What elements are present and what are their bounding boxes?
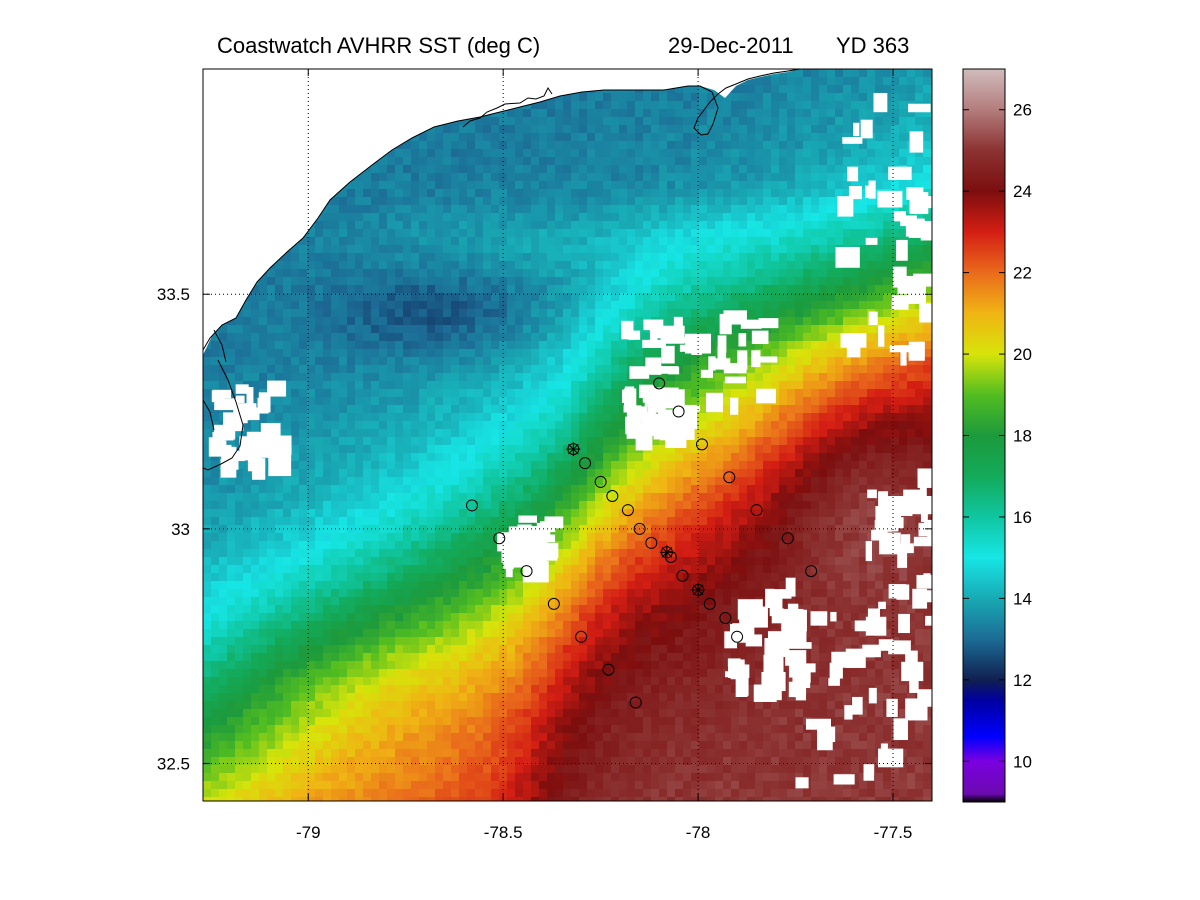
river-outline — [462, 87, 553, 128]
map-frame — [202, 68, 933, 802]
station-marker — [805, 565, 818, 578]
station-marker — [703, 597, 716, 610]
station-markers — [465, 377, 818, 709]
station-marker — [606, 490, 619, 502]
colorbar-tick-label: 14 — [1013, 589, 1032, 608]
colorbar-tick-label: 24 — [1013, 182, 1032, 201]
colorbar-tick-label: 16 — [1013, 508, 1032, 527]
colorbar: 10 12 14 16 18 20 22 24 26 — [962, 68, 1032, 803]
station-marker — [602, 663, 615, 676]
station-marker — [723, 471, 736, 484]
station-marker — [731, 630, 744, 643]
colorbar-tick-label: 12 — [1013, 671, 1032, 690]
station-marker — [672, 405, 685, 418]
x-tick-label: -78.5 — [484, 823, 523, 842]
station-marker — [653, 377, 666, 390]
land-mass — [203, 69, 800, 355]
colorbar-gradient — [963, 69, 1005, 802]
sst-map: -79 -78.5 -78 -77.5 33.5 33 32.5 — [157, 68, 933, 842]
colorbar-tick-label: 22 — [1013, 264, 1032, 283]
colorbar-tick-label: 20 — [1013, 345, 1032, 364]
station-asterisk — [566, 442, 581, 457]
title-yearday: YD 363 — [836, 33, 909, 58]
station-marker — [664, 551, 677, 563]
station-marker — [594, 475, 607, 488]
y-tick-label: 32.5 — [157, 754, 190, 773]
station-marker — [719, 612, 732, 624]
title-date: 29-Dec-2011 — [668, 33, 794, 58]
colorbar-ticks: 10 12 14 16 18 20 22 24 26 — [963, 101, 1032, 771]
map-ticks: -79 -78.5 -78 -77.5 33.5 33 32.5 — [157, 69, 932, 842]
graticule — [203, 69, 932, 801]
x-tick-label: -77.5 — [874, 823, 913, 842]
station-marker — [629, 696, 642, 709]
x-tick-label: -79 — [296, 823, 321, 842]
station-marker — [575, 630, 588, 643]
station-marker — [676, 569, 689, 582]
station-marker — [645, 536, 658, 549]
colorbar-tick-label: 10 — [1013, 752, 1032, 771]
station-marker — [579, 457, 592, 470]
station-marker — [493, 532, 506, 545]
estuary-outline — [203, 329, 244, 471]
cloud-mask — [208, 92, 932, 789]
colorbar-tick-label: 18 — [1013, 427, 1032, 446]
station-marker — [695, 438, 708, 451]
station-marker — [633, 522, 646, 535]
y-tick-label: 33.5 — [157, 285, 190, 304]
title-product: Coastwatch AVHRR SST (deg C) — [217, 33, 540, 58]
station-marker — [465, 499, 478, 512]
y-tick-label: 33 — [171, 520, 190, 539]
coastline — [203, 69, 801, 351]
station-marker — [781, 532, 794, 545]
colorbar-tick-label: 26 — [1013, 101, 1032, 120]
station-asterisk — [659, 545, 674, 560]
station-marker — [750, 504, 763, 517]
station-asterisk — [691, 582, 706, 597]
station-marker — [547, 597, 560, 610]
station-marker — [520, 565, 533, 578]
station-marker — [621, 504, 634, 517]
x-tick-label: -78 — [686, 823, 711, 842]
